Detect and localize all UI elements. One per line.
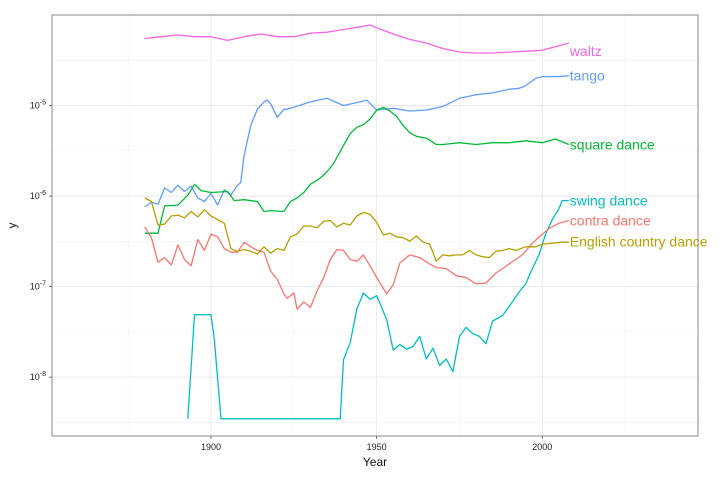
y-tick-label: 10-8 xyxy=(30,371,46,382)
x-axis-title: Year xyxy=(363,455,387,469)
x-tick-label: 1900 xyxy=(201,442,221,452)
x-tick-label: 1950 xyxy=(367,442,387,452)
series-line-square-dance xyxy=(144,106,570,234)
series-label-contra-dance: contra dance xyxy=(570,213,651,229)
series-label-swing-dance: swing dance xyxy=(570,193,648,209)
plot-panel-border xyxy=(51,14,699,437)
x-axis: 1900 1950 2000 xyxy=(201,436,552,452)
series-label-waltz: waltz xyxy=(569,43,602,59)
y-tick-label: 10-6 xyxy=(30,190,46,201)
series-line-contra-dance xyxy=(144,219,569,310)
y-tick-label: 10-5 xyxy=(30,100,46,111)
series-lines xyxy=(144,24,570,420)
x-tick-label: 2000 xyxy=(532,442,552,452)
series-line-swing-dance xyxy=(187,199,569,420)
y-axis-title: y xyxy=(5,223,19,229)
series-label-tango: tango xyxy=(570,68,605,84)
series-line-english-country-dance xyxy=(144,197,569,262)
series-label-english-country-dance: English country dance xyxy=(570,233,708,249)
series-labels: waltz tango square dance swing dance contra … xyxy=(569,43,708,249)
y-tick-label: 10-7 xyxy=(30,281,46,292)
series-line-tango xyxy=(144,75,569,208)
y-axis: 10-8 10-7 10-6 10-5 xyxy=(30,100,52,382)
series-line-waltz xyxy=(144,24,569,54)
series-label-square-dance: square dance xyxy=(570,136,655,152)
grid xyxy=(52,15,698,436)
